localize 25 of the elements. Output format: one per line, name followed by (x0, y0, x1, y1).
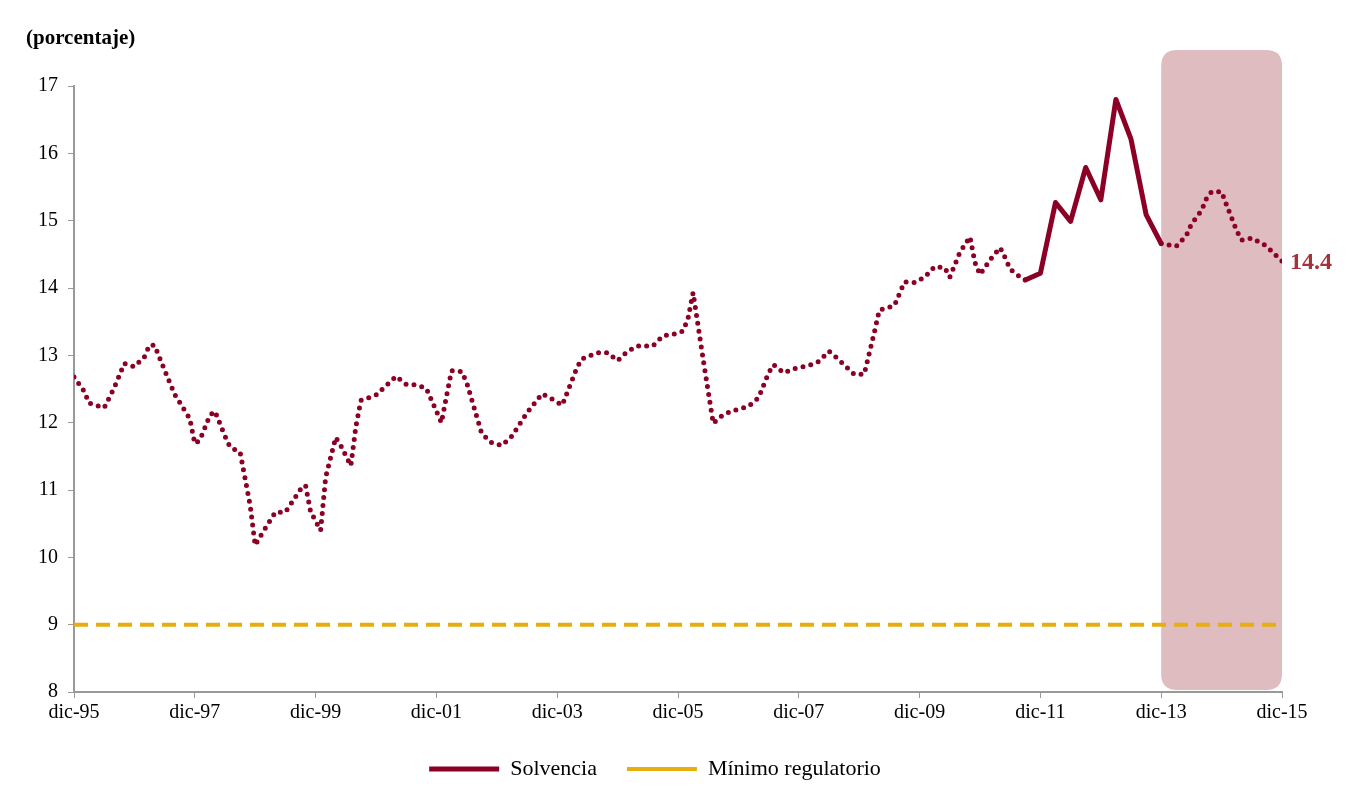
y-tick-label: 16 (38, 140, 58, 163)
y-tick-label: 17 (38, 73, 58, 96)
x-tick-label: dic-95 (48, 700, 100, 723)
y-tick-label: 12 (38, 409, 58, 432)
y-tick-label: 8 (48, 679, 58, 702)
x-tick-label: dic-07 (773, 700, 825, 723)
annotation: 14.4 (1290, 248, 1332, 275)
x-tick-label: dic-99 (290, 700, 342, 723)
y-tick-label: 11 (38, 477, 58, 500)
x-tick-label: dic-13 (1135, 700, 1187, 723)
y-tick-label: 15 (38, 207, 58, 230)
y-tick-label: 10 (38, 544, 58, 567)
x-tick-label: dic-97 (169, 700, 221, 723)
y-axis-title: (porcentaje) (26, 25, 136, 49)
x-tick-label: dic-11 (1015, 700, 1066, 723)
legend-label: Solvencia (510, 754, 598, 780)
x-tick-label: dic-09 (894, 700, 946, 723)
y-tick-label: 14 (38, 275, 58, 298)
x-tick-label: dic-03 (531, 700, 583, 723)
x-tick-label: dic-15 (1256, 700, 1308, 723)
y-tick-label: 9 (48, 611, 58, 634)
legend-label: Mínimo regulatorio (707, 754, 881, 780)
x-tick-label: dic-01 (410, 700, 462, 723)
x-tick-label: dic-05 (652, 700, 704, 723)
y-tick-label: 13 (38, 342, 58, 365)
